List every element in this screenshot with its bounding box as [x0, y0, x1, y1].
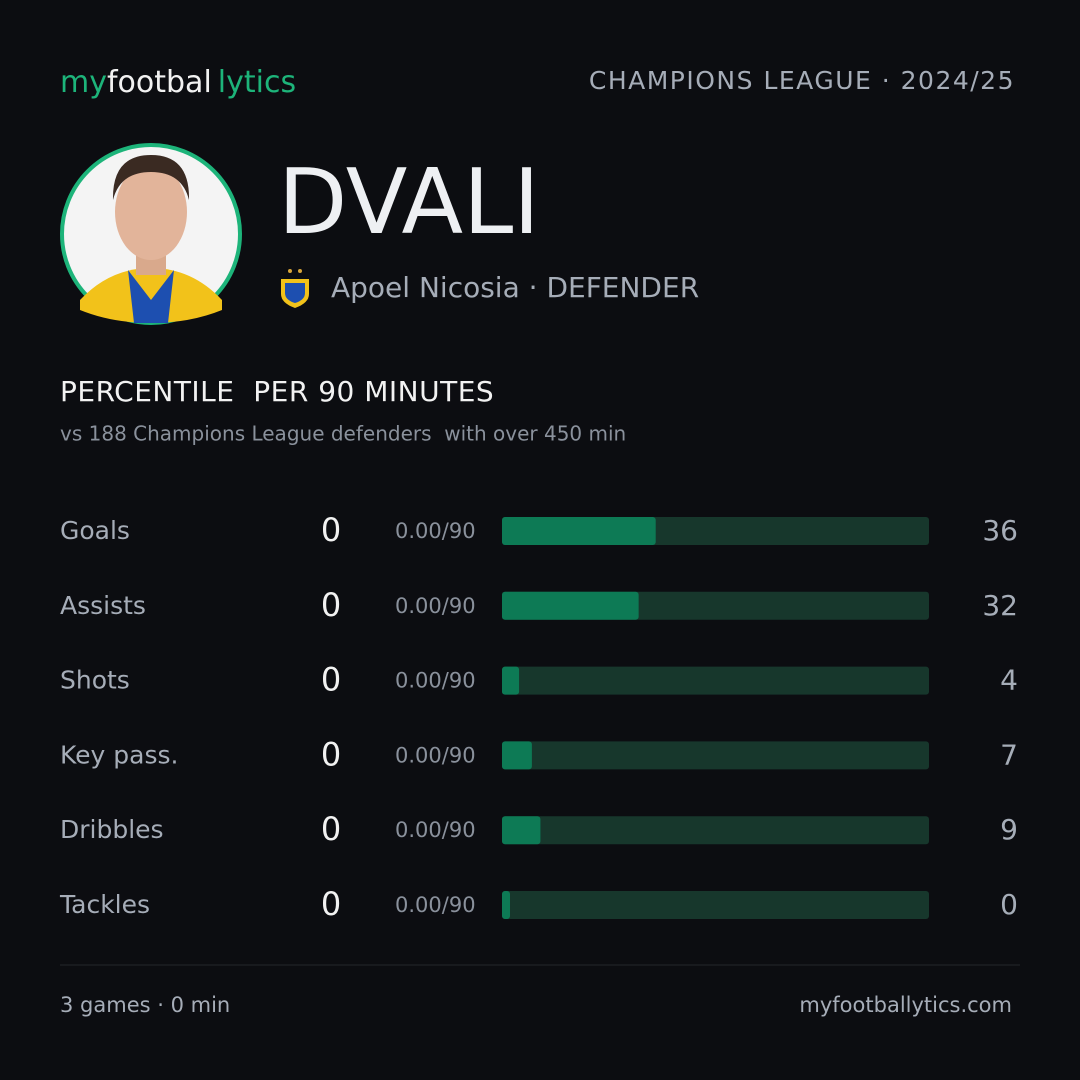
stat-value: 0	[321, 885, 341, 923]
percentile-label: 0	[1000, 888, 1018, 921]
stat-value: 0	[321, 586, 341, 624]
stat-label: Goals	[60, 516, 130, 545]
percentile-label: 36	[982, 514, 1018, 547]
bar	[502, 591, 639, 620]
stat-per90: 0.00/90	[395, 594, 476, 618]
stat-per90: 0.00/90	[395, 669, 476, 693]
bar	[502, 891, 510, 919]
percentile-label: 4	[1000, 664, 1018, 697]
bar	[502, 741, 532, 770]
stat-per90: 0.00/90	[395, 743, 476, 767]
stat-label: Tackles	[59, 890, 150, 919]
footer-right: myfootballytics.com	[799, 993, 1012, 1017]
stat-rows: Goals 0 0.00/90 36 Assists 0 0.00/90 32 Shots 0 0.…	[59, 511, 1018, 923]
bar	[502, 666, 520, 695]
section-title: PERCENTILE PER 90 MINUTES	[60, 375, 494, 408]
stat-label: Shots	[60, 666, 130, 695]
percentile-label: 32	[982, 589, 1018, 622]
logo-part: my	[60, 65, 107, 100]
club-badge	[281, 269, 309, 308]
logo-part: footbal	[107, 65, 212, 100]
stat-label: Key pass.	[60, 740, 178, 769]
bar-track	[502, 741, 929, 770]
player-name: DVALI	[278, 150, 540, 255]
stat-value: 0	[321, 735, 341, 773]
percentile-label: 7	[1000, 738, 1018, 771]
stat-value: 0	[321, 661, 341, 699]
stat-per90: 0.00/90	[395, 519, 476, 543]
percentile-label: 9	[1000, 813, 1018, 846]
logo: myfootbal lytics	[60, 65, 296, 100]
bar-track	[502, 891, 929, 919]
stat-value: 0	[321, 511, 341, 549]
bar	[502, 816, 541, 845]
stat-label: Assists	[60, 591, 146, 620]
stat-label: Dribbles	[60, 815, 164, 844]
player-photo	[60, 143, 242, 325]
club-line: Apoel Nicosia · DEFENDER	[331, 271, 699, 304]
stat-per90: 0.00/90	[395, 818, 476, 842]
bar-track	[502, 816, 929, 845]
section-subtitle: vs 188 Champions League defenders with o…	[60, 422, 626, 446]
bar	[502, 517, 656, 545]
stat-per90: 0.00/90	[395, 893, 476, 917]
logo-part: lytics	[218, 65, 296, 100]
competition: CHAMPIONS LEAGUE · 2024/25	[589, 66, 1015, 95]
stat-value: 0	[321, 810, 341, 848]
footer-left: 3 games · 0 min	[60, 993, 230, 1017]
bar-track	[502, 666, 929, 695]
